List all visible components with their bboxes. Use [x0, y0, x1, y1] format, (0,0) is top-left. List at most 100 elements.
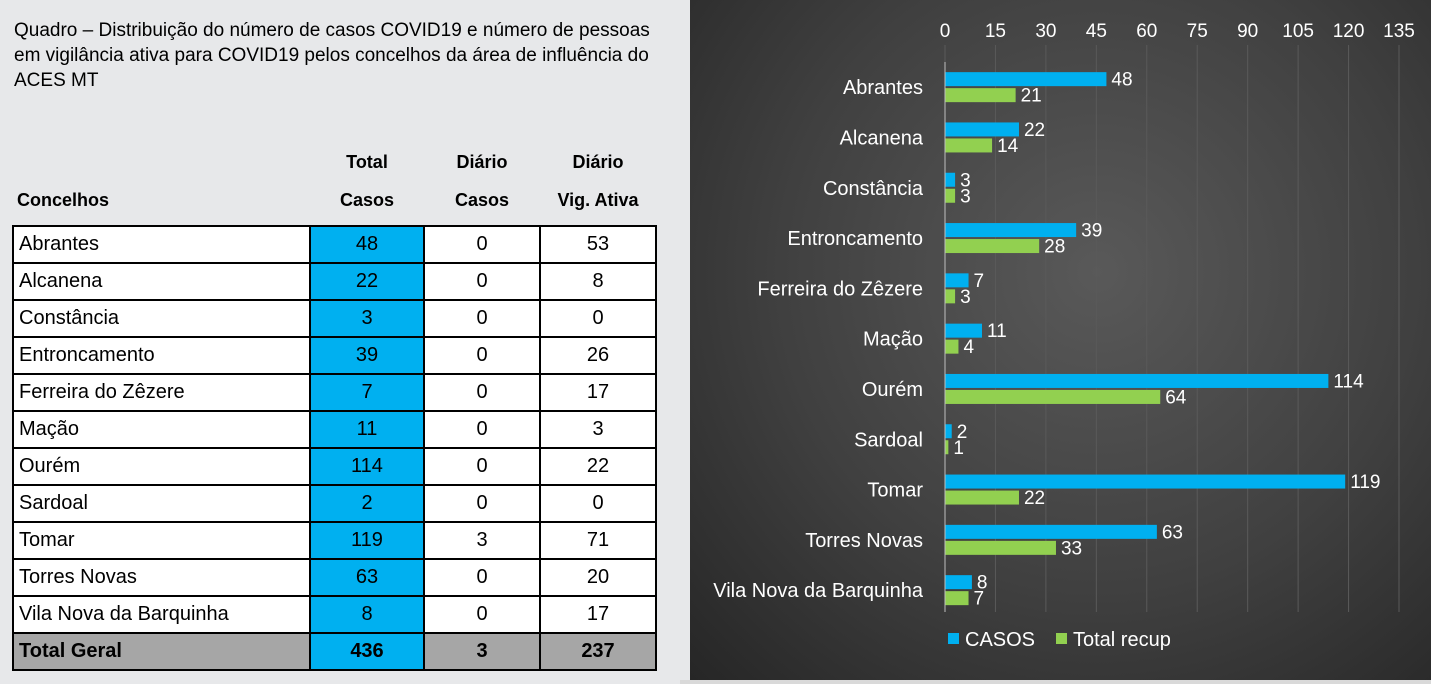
total-vig-ativa: 237 [539, 632, 657, 671]
cell-concelho: Vila Nova da Barquinha [12, 595, 311, 634]
cell-total-casos: 7 [309, 373, 425, 412]
bar-total-recup [945, 540, 1056, 555]
data-label: 4 [963, 337, 974, 358]
cell-diario-casos: 0 [423, 447, 541, 486]
page-title: Quadro – Distribuição do número de casos… [14, 20, 650, 91]
data-label: 3 [960, 186, 971, 207]
data-label: 33 [1061, 538, 1082, 559]
bar-casos [945, 172, 956, 187]
bar-casos [945, 575, 972, 590]
x-tick-label: 30 [1035, 21, 1056, 42]
legend-swatch [1056, 633, 1067, 644]
cell-vig-ativa: 17 [539, 373, 657, 412]
cell-diario-casos: 0 [423, 299, 541, 338]
y-category-label: Entroncamento [787, 228, 923, 250]
x-tick-label: 135 [1383, 21, 1415, 42]
table-row: Mação 11 0 3 [12, 410, 657, 449]
table-header-row: Concelhos Total Casos Diário Casos Diári… [13, 143, 656, 226]
y-category-label: Mação [863, 329, 923, 351]
legend-label: Total recup [1073, 629, 1171, 651]
cell-diario-casos: 3 [423, 521, 541, 560]
bar-total-recup [945, 339, 959, 354]
table-row: Ourém 114 0 22 [12, 447, 657, 486]
data-label: 14 [997, 136, 1019, 157]
cell-total-casos: 11 [309, 410, 425, 449]
bar-casos [945, 72, 1107, 87]
total-diario-casos: 3 [423, 632, 541, 671]
cell-total-casos: 114 [309, 447, 425, 486]
data-label: 3 [960, 170, 971, 191]
x-tick-label: 120 [1333, 21, 1365, 42]
cell-total-casos: 8 [309, 595, 425, 634]
table-row: Ferreira do Zêzere 7 0 17 [12, 373, 657, 412]
bar-total-recup [945, 138, 993, 153]
header-total-casos: Total Casos [339, 152, 395, 210]
data-label: 114 [1333, 371, 1364, 392]
cell-concelho: Ferreira do Zêzere [12, 373, 311, 412]
data-label: 22 [1024, 120, 1045, 141]
data-label: 7 [974, 589, 985, 610]
header-diario-vig-ativa: Diário Vig. Ativa [557, 152, 639, 210]
x-tick-label: 90 [1237, 21, 1258, 42]
cell-concelho: Tomar [12, 521, 311, 560]
cell-vig-ativa: 3 [539, 410, 657, 449]
bar-total-recup [945, 389, 1161, 404]
bar-casos [945, 273, 969, 288]
bar-casos [945, 122, 1019, 137]
bar-casos [945, 323, 982, 338]
cell-diario-casos: 0 [423, 410, 541, 449]
cell-vig-ativa: 0 [539, 299, 657, 338]
bar-total-recup [945, 490, 1019, 505]
data-label: 11 [987, 321, 1007, 342]
cell-vig-ativa: 20 [539, 558, 657, 597]
y-category-label: Sardoal [854, 429, 923, 451]
cell-diario-casos: 0 [423, 558, 541, 597]
header-concelhos: Concelhos [17, 190, 110, 210]
y-category-label: Torres Novas [805, 530, 923, 552]
left-panel: Quadro – Distribuição do número de casos… [0, 0, 680, 684]
cell-total-casos: 2 [309, 484, 425, 523]
y-category-label: Abrantes [843, 77, 923, 99]
bar-total-recup [945, 188, 956, 203]
data-label: 21 [1021, 86, 1042, 107]
x-tick-label: 0 [940, 21, 951, 42]
cell-vig-ativa: 53 [539, 225, 657, 264]
table-total-row: Total Geral 436 3 237 [12, 632, 657, 671]
cell-vig-ativa: 71 [539, 521, 657, 560]
cell-concelho: Abrantes [12, 225, 311, 264]
cell-diario-casos: 0 [423, 225, 541, 264]
cell-concelho: Constância [12, 299, 311, 338]
y-category-label: Ourém [862, 379, 923, 401]
table-row: Vila Nova da Barquinha 8 0 17 [12, 595, 657, 634]
total-casos: 436 [309, 632, 425, 671]
cell-concelho: Entroncamento [12, 336, 311, 375]
y-category-label: Tomar [867, 480, 923, 502]
cell-total-casos: 119 [309, 521, 425, 560]
table-row: Torres Novas 63 0 20 [12, 558, 657, 597]
data-label: 63 [1162, 522, 1183, 543]
data-label: 3 [960, 287, 971, 308]
table-row: Constância 3 0 0 [12, 299, 657, 338]
x-tick-label: 45 [1086, 21, 1107, 42]
bar-casos [945, 524, 1157, 539]
cell-concelho: Alcanena [12, 262, 311, 301]
cell-vig-ativa: 17 [539, 595, 657, 634]
legend-label: CASOS [965, 629, 1035, 651]
cell-total-casos: 48 [309, 225, 425, 264]
cell-diario-casos: 0 [423, 373, 541, 412]
cell-diario-casos: 0 [423, 262, 541, 301]
cell-concelho: Sardoal [12, 484, 311, 523]
y-category-label: Constância [823, 178, 924, 200]
y-category-label: Ferreira do Zêzere [757, 278, 923, 300]
y-category-label: Vila Nova da Barquinha [713, 580, 924, 602]
bar-total-recup [945, 591, 969, 606]
data-label: 39 [1081, 221, 1102, 242]
data-label: 119 [1350, 472, 1380, 493]
cell-concelho: Ourém [12, 447, 311, 486]
bar-total-recup [945, 289, 956, 304]
x-tick-label: 105 [1282, 21, 1314, 42]
cell-vig-ativa: 0 [539, 484, 657, 523]
x-tick-label: 60 [1136, 21, 1157, 42]
data-label: 28 [1044, 237, 1065, 258]
table-row: Entroncamento 39 0 26 [12, 336, 657, 375]
